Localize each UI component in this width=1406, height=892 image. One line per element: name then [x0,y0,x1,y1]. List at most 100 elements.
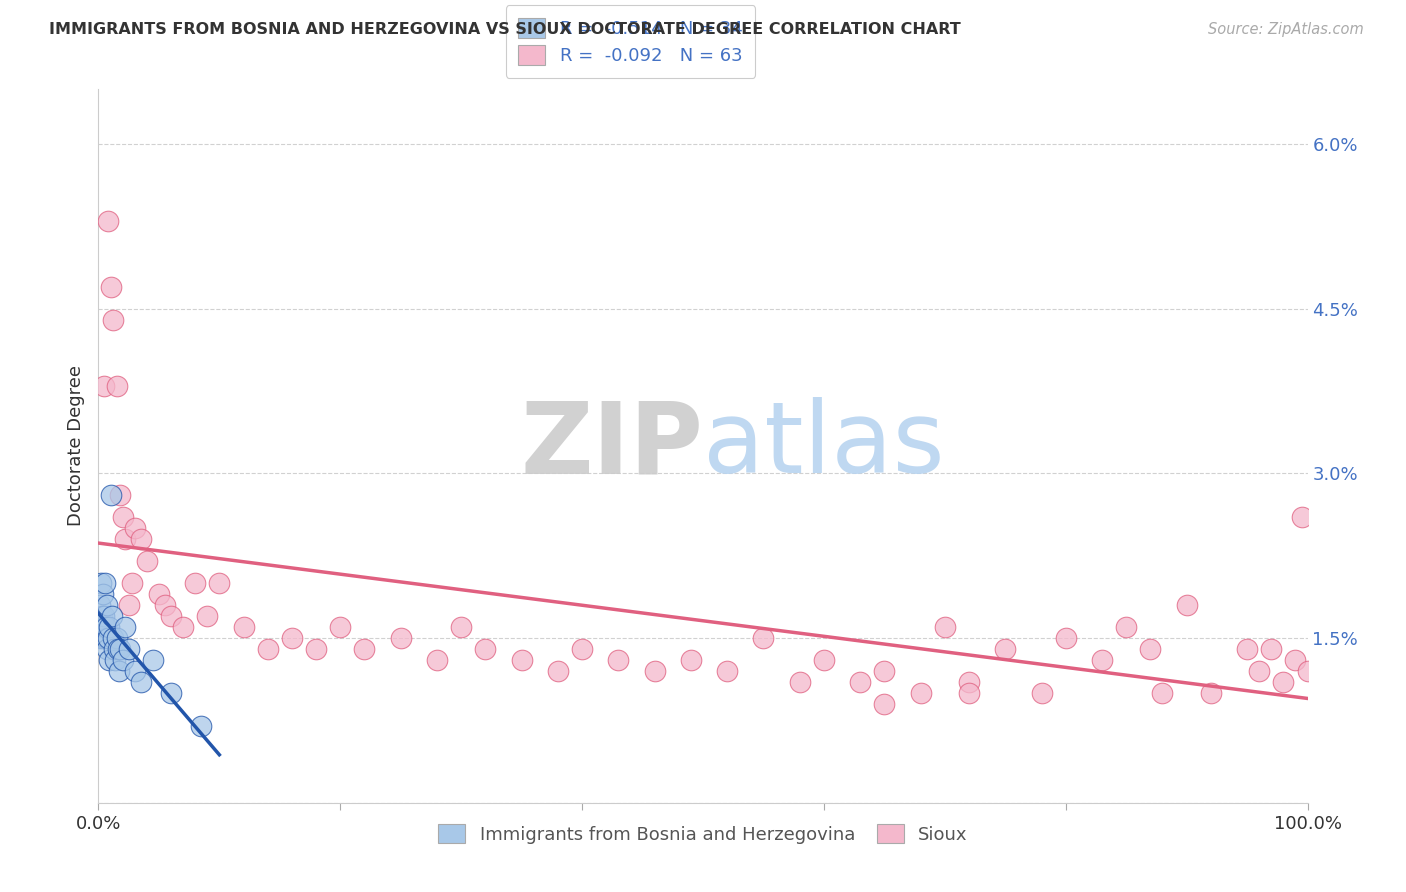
Point [90,576,112,591]
Point [107,642,129,657]
Point [547,664,569,678]
Point [97,214,120,228]
Point [114,533,136,547]
Point [108,664,131,678]
Point [1115,620,1137,634]
Point [389,631,412,645]
Point [1291,510,1313,524]
Point [96,642,118,657]
Point [716,664,738,678]
Point [474,642,496,657]
Point [118,642,141,657]
Point [353,642,375,657]
Point [100,488,122,502]
Point [849,675,872,690]
Point [160,609,183,624]
Point [91,631,114,645]
Point [873,697,896,711]
Point [135,554,157,568]
Point [813,653,835,667]
Point [957,686,980,700]
Point [121,576,143,591]
Point [91,587,114,601]
Point [105,378,128,392]
Point [98,620,121,634]
Point [93,609,115,624]
Point [142,653,165,667]
Point [679,653,702,667]
Point [1139,642,1161,657]
Legend: Immigrants from Bosnia and Herzegovina, Sioux: Immigrants from Bosnia and Herzegovina, … [432,816,974,851]
Point [1236,642,1258,657]
Point [957,675,980,690]
Point [103,642,125,657]
Point [184,576,207,591]
Point [129,533,152,547]
Point [994,642,1017,657]
Point [1249,664,1271,678]
Point [172,620,194,634]
Point [752,631,775,645]
Point [94,576,117,591]
Point [190,719,212,733]
Point [208,576,231,591]
Point [1296,664,1319,678]
Point [1091,653,1114,667]
Point [153,598,176,612]
Point [90,620,112,634]
Point [160,686,183,700]
Point [101,312,124,326]
Point [934,620,956,634]
Point [118,598,141,612]
Point [93,378,115,392]
Point [571,642,593,657]
Point [910,686,932,700]
Point [89,631,111,645]
Point [100,609,122,624]
Point [101,631,124,645]
Point [873,664,896,678]
Point [1031,686,1053,700]
Point [305,642,328,657]
Point [91,609,114,624]
Point [426,653,449,667]
Point [644,664,666,678]
Point [1284,653,1306,667]
Point [789,675,811,690]
Point [96,598,118,612]
Text: IMMIGRANTS FROM BOSNIA AND HERZEGOVINA VS SIOUX DOCTORATE DEGREE CORRELATION CHA: IMMIGRANTS FROM BOSNIA AND HERZEGOVINA V… [49,22,960,37]
Point [100,280,122,294]
Point [93,620,115,634]
Text: Source: ZipAtlas.com: Source: ZipAtlas.com [1208,22,1364,37]
Point [450,620,472,634]
Point [281,631,304,645]
Point [104,653,127,667]
Point [89,598,111,612]
Point [114,620,136,634]
Point [111,653,134,667]
Point [232,620,254,634]
Point [329,620,352,634]
Y-axis label: Doctorate Degree: Doctorate Degree [66,366,84,526]
Point [108,642,131,657]
Point [105,631,128,645]
Point [256,642,278,657]
Point [124,664,146,678]
Point [1199,686,1222,700]
Point [96,620,118,634]
Point [148,587,170,601]
Point [108,488,131,502]
Text: atlas: atlas [703,398,945,494]
Text: ZIP: ZIP [520,398,703,494]
Point [129,675,152,690]
Point [1260,642,1282,657]
Point [1054,631,1077,645]
Point [1175,598,1198,612]
Point [510,653,533,667]
Point [195,609,218,624]
Point [97,631,120,645]
Point [97,653,120,667]
Point [1152,686,1174,700]
Point [111,510,134,524]
Point [607,653,630,667]
